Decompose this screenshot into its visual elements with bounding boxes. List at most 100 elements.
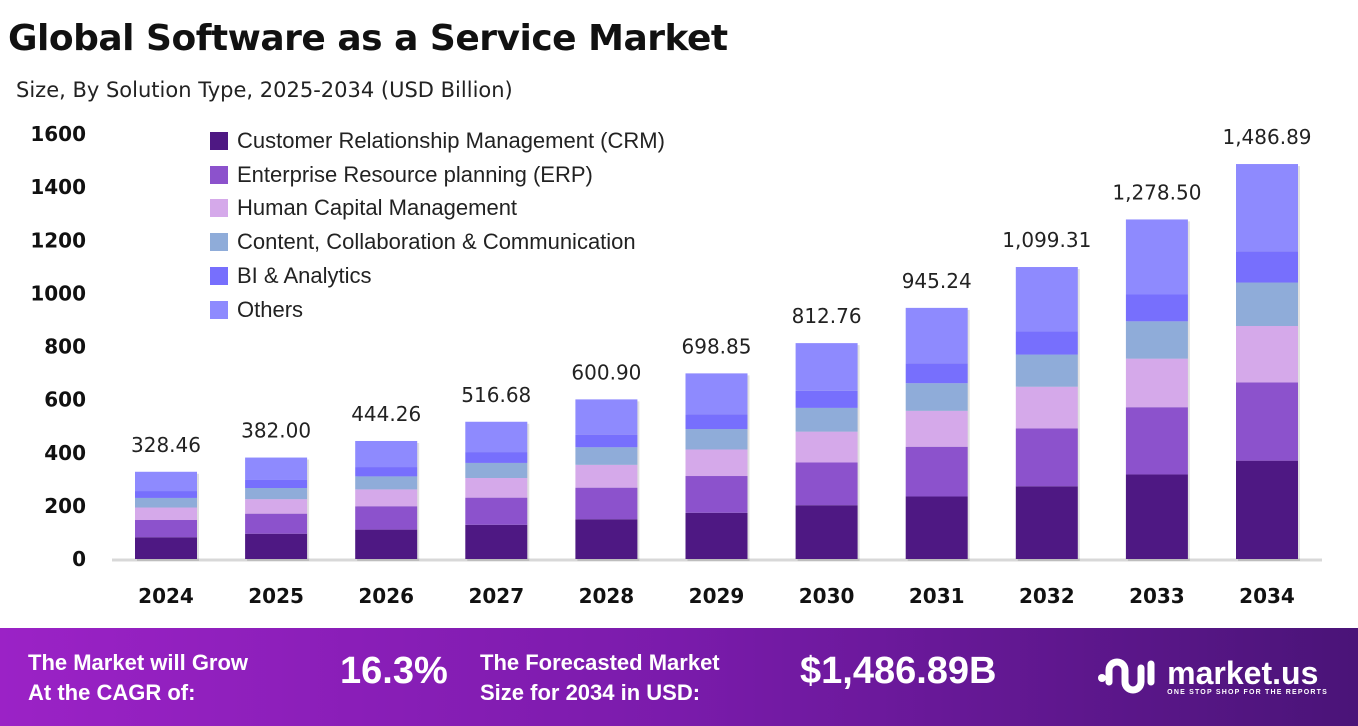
bar-segment-1 xyxy=(1125,474,1188,559)
bar-segment-3 xyxy=(465,478,528,498)
bar-segment-2 xyxy=(575,487,638,520)
x-tick-label: 2027 xyxy=(468,584,524,608)
bar-segment-4 xyxy=(355,476,418,490)
forecast-label: The Forecasted Market Size for 2034 in U… xyxy=(480,648,720,708)
bar-segment-4 xyxy=(1015,354,1078,387)
bar-segment-6 xyxy=(1236,164,1298,252)
bar-segment-3 xyxy=(685,449,748,477)
x-tick-label: 2029 xyxy=(689,584,745,608)
total-data-label: 444.26 xyxy=(351,402,421,426)
bar-segment-1 xyxy=(135,537,197,559)
x-tick-label: 2031 xyxy=(909,584,965,608)
bar-segment-2 xyxy=(135,520,197,538)
bar-segment-3 xyxy=(135,507,197,521)
bar-segment-4 xyxy=(1236,282,1298,326)
bar-segment-5 xyxy=(1125,294,1188,322)
cagr-value: 16.3% xyxy=(340,650,448,692)
bar-segment-1 xyxy=(355,529,418,559)
bar-segment-5 xyxy=(135,491,197,498)
bar-segment-1 xyxy=(245,533,308,559)
bar-segment-5 xyxy=(355,467,418,477)
legend-label: Human Capital Management xyxy=(237,195,518,221)
bar-segment-3 xyxy=(1015,386,1078,429)
logo-tagline: ONE STOP SHOP FOR THE REPORTS xyxy=(1167,688,1328,696)
total-data-label: 516.68 xyxy=(461,383,531,407)
bar-segment-6 xyxy=(685,373,748,415)
bar-segment-1 xyxy=(795,505,858,559)
bar-segment-5 xyxy=(245,479,308,488)
logo-name: market.us xyxy=(1167,654,1319,691)
legend-item: Human Capital Management xyxy=(210,192,665,226)
bar-segment-3 xyxy=(1125,358,1188,408)
stacked-bar-chart: 0 200 400 600 800 1000 1200 1400 1600 328.46 2024 3… xyxy=(30,122,1322,608)
bar-segment-5 xyxy=(685,414,748,430)
y-tick-label: 200 xyxy=(44,494,86,518)
bar-segment-2 xyxy=(795,462,858,506)
forecast-label-line2: Size for 2034 in USD: xyxy=(480,680,701,705)
total-data-label: 600.90 xyxy=(571,360,641,384)
bar-segment-5 xyxy=(465,452,528,463)
legend-item: Content, Collaboration & Communication xyxy=(210,225,665,259)
bar-segment-5 xyxy=(905,363,968,384)
legend-swatch xyxy=(210,233,228,252)
bar-segment-1 xyxy=(905,496,968,559)
bar-segment-6 xyxy=(245,457,308,480)
bar-segment-1 xyxy=(1015,486,1078,559)
bar-segment-1 xyxy=(1236,460,1298,559)
x-tick-label: 2024 xyxy=(138,584,194,608)
bar-segment-6 xyxy=(1015,267,1078,332)
x-tick-label: 2028 xyxy=(579,584,635,608)
legend-label: Enterprise Resource planning (ERP) xyxy=(237,161,593,187)
y-tick-label: 1000 xyxy=(30,281,86,305)
forecast-value: $1,486.89B xyxy=(800,650,997,692)
logo-mark-icon xyxy=(1098,658,1155,694)
market-us-logo: market.us ONE STOP SHOP FOR THE REPORTS xyxy=(1097,654,1328,698)
legend-item: Others xyxy=(210,293,665,327)
total-data-label: 945.24 xyxy=(902,269,972,293)
x-tick-label: 2025 xyxy=(248,584,304,608)
bar-segment-4 xyxy=(575,447,638,465)
legend-swatch xyxy=(210,165,228,184)
y-tick-label: 1200 xyxy=(30,228,86,252)
legend-swatch xyxy=(210,199,228,218)
total-data-label: 1,486.89 xyxy=(1222,125,1311,149)
bar-segment-4 xyxy=(135,497,197,508)
forecast-label-line1: The Forecasted Market xyxy=(480,650,720,675)
bar-segment-2 xyxy=(1015,428,1078,487)
bar-segment-1 xyxy=(685,512,748,559)
legend-label: BI & Analytics xyxy=(237,263,372,289)
x-tick-label: 2026 xyxy=(358,584,414,608)
bar-segment-5 xyxy=(1236,251,1298,283)
legend-item: Customer Relationship Management (CRM) xyxy=(210,124,665,158)
bar-segment-3 xyxy=(575,464,638,488)
cagr-label-line1: The Market will Grow xyxy=(28,650,249,675)
total-data-label: 382.00 xyxy=(241,419,311,443)
bar-segment-4 xyxy=(795,407,858,432)
total-data-label: 1,099.31 xyxy=(1002,228,1091,252)
legend-item: Enterprise Resource planning (ERP) xyxy=(210,158,665,192)
bar-segment-4 xyxy=(1125,321,1188,359)
bar-segment-3 xyxy=(245,499,308,514)
total-data-label: 1,278.50 xyxy=(1112,180,1201,204)
bar-segment-6 xyxy=(355,440,418,468)
bar-segment-6 xyxy=(575,399,638,435)
bar-segment-3 xyxy=(795,431,858,463)
bar-segment-5 xyxy=(795,390,858,408)
bar-segment-6 xyxy=(135,471,197,492)
bar-segment-4 xyxy=(685,429,748,450)
bar-segment-2 xyxy=(245,513,308,534)
x-tick-label: 2030 xyxy=(799,584,855,608)
y-tick-label: 600 xyxy=(44,388,86,412)
legend-label: Customer Relationship Management (CRM) xyxy=(237,127,665,153)
x-tick-label: 2034 xyxy=(1239,584,1295,608)
legend-swatch xyxy=(210,300,228,319)
bar-segment-3 xyxy=(1236,325,1298,383)
y-tick-label: 1600 xyxy=(30,122,86,146)
bar-segment-2 xyxy=(355,506,418,530)
y-tick-label: 1400 xyxy=(30,175,86,199)
x-tick-label: 2033 xyxy=(1129,584,1185,608)
bar-segment-5 xyxy=(575,434,638,448)
bar-segment-2 xyxy=(1236,382,1298,461)
legend-swatch xyxy=(210,267,228,286)
bar-segment-5 xyxy=(1015,331,1078,355)
